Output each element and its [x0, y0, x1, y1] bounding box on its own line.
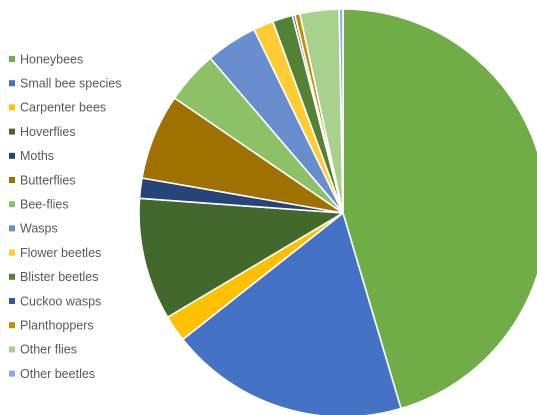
legend-item-cuckoo-wasps: Cuckoo wasps — [9, 294, 101, 308]
legend-label: Cuckoo wasps — [20, 294, 101, 308]
legend-item-butterflies: Butterflies — [9, 173, 76, 187]
legend-swatch — [9, 249, 15, 256]
legend-label: Carpenter bees — [20, 101, 106, 115]
legend-swatch — [9, 322, 15, 329]
legend-item-moths: Moths — [9, 149, 54, 163]
legend-label: Flower beetles — [20, 246, 101, 260]
legend-swatch — [9, 177, 15, 183]
legend-item-carpenter-bees: Carpenter bees — [9, 101, 106, 115]
legend-swatch — [9, 104, 15, 111]
legend-label: Bee-flies — [20, 198, 69, 212]
legend-swatch — [9, 370, 15, 377]
legend-swatch — [9, 56, 15, 62]
legend-label: Wasps — [20, 222, 58, 236]
legend-label: Planthoppers — [20, 319, 94, 333]
legend-swatch — [9, 128, 15, 135]
legend-label: Small bee species — [20, 77, 121, 91]
legend-swatch — [9, 273, 15, 280]
legend-item-flower-beetles: Flower beetles — [9, 246, 101, 260]
legend-item-hoverflies: Hoverflies — [9, 125, 76, 139]
legend-swatch — [9, 346, 15, 353]
legend-item-honeybees: Honeybees — [9, 52, 83, 66]
pie-slice-other-beetles — [338, 8, 344, 214]
legend-item-planthoppers: Planthoppers — [9, 319, 94, 333]
legend-label: Butterflies — [20, 173, 76, 187]
legend-swatch — [9, 225, 15, 232]
legend-item-wasps: Wasps — [9, 222, 58, 236]
legend-swatch — [9, 201, 15, 208]
legend-swatch — [9, 80, 15, 87]
legend-item-other-beetles: Other beetles — [9, 367, 95, 381]
legend-swatch — [9, 152, 15, 159]
legend-label: Blister beetles — [20, 270, 99, 284]
legend-item-blister-beetles: Blister beetles — [9, 270, 99, 284]
legend-label: Other flies — [20, 343, 77, 357]
pie-slice-hoverflies — [138, 197, 344, 319]
legend-label: Moths — [20, 149, 54, 163]
legend-swatch — [9, 298, 15, 304]
legend-label: Hoverflies — [20, 125, 76, 139]
legend-item-other-flies: Other flies — [9, 343, 77, 357]
legend-label: Other beetles — [20, 367, 95, 381]
pie-slices — [138, 8, 537, 415]
legend-item-small-bee-species: Small bee species — [9, 77, 121, 91]
legend: Honeybees Small bee species Carpenter bees… — [9, 52, 121, 381]
pie-slice-small-bee-species — [182, 212, 402, 415]
legend-item-bee-flies: Bee-flies — [9, 198, 69, 212]
legend-label: Honeybees — [20, 52, 83, 66]
pie-slice-honeybees — [342, 8, 537, 410]
